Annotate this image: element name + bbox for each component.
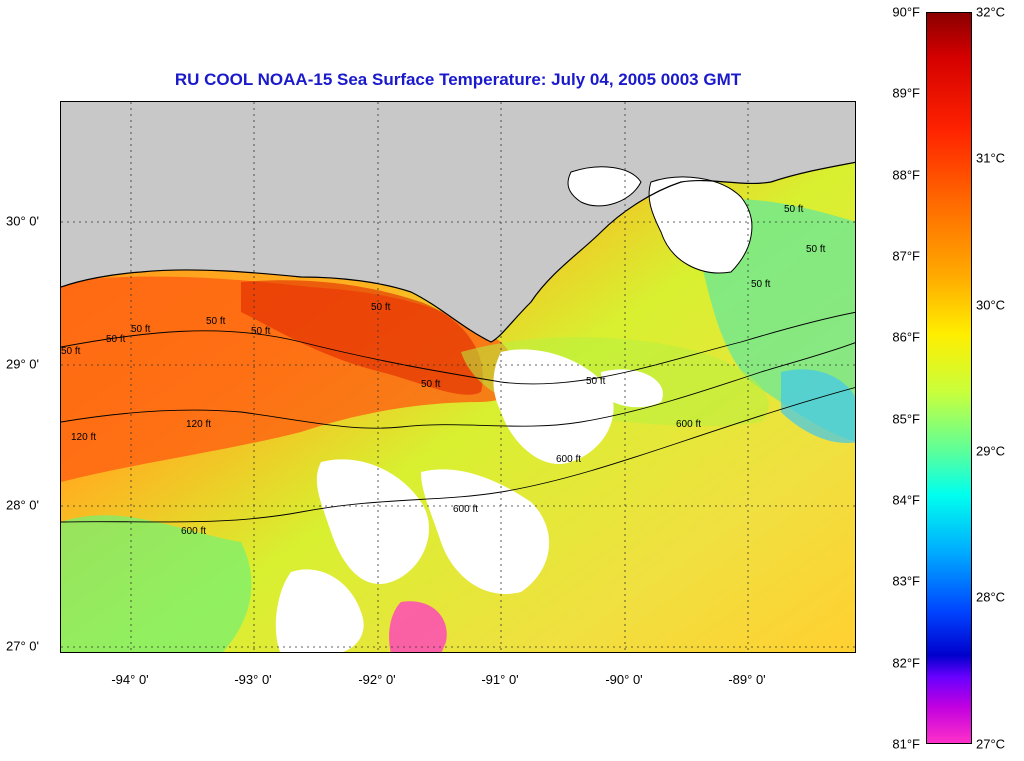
fahrenheit-label: 81°F [892,736,920,752]
fahrenheit-label: 90°F [892,4,920,20]
contour-line [61,387,855,523]
longitude-label: -93° 0' [234,672,272,687]
celsius-label: 31°C [976,150,1006,166]
contour-line [61,311,855,385]
cloud-cover [275,569,364,652]
longitude-label: -92° 0' [358,672,396,687]
fahrenheit-label: 84°F [892,492,920,508]
contour-label: 50 ft [586,376,606,387]
contour-label: 50 ft [106,334,126,345]
cold-cloud-edge [389,601,447,652]
sst-map-svg: 50 ft 50 ft 50 ft 50 ft 50 ft 50 ft 50 f… [61,102,855,652]
cloud-cover [493,349,614,464]
hot-water-region [241,280,483,395]
temperature-colorbar [926,12,972,744]
fahrenheit-label: 85°F [892,411,920,427]
graticule [61,102,855,652]
celsius-label: 28°C [976,589,1006,605]
longitude-label: -94° 0' [111,672,149,687]
contour-labels: 50 ft 50 ft 50 ft 50 ft 50 ft 50 ft 50 f… [61,204,826,537]
contour-label: 50 ft [131,324,151,335]
sst-map: 50 ft 50 ft 50 ft 50 ft 50 ft 50 ft 50 f… [60,101,856,653]
contour-line [61,342,855,429]
contour-label: 50 ft [806,244,826,255]
contour-label: 50 ft [371,302,391,313]
coastline [61,161,855,343]
celsius-label: 30°C [976,297,1006,313]
contour-label: 600 ft [556,454,581,465]
map-title: RU COOL NOAA-15 Sea Surface Temperature:… [174,70,742,89]
cloud-cover [601,369,663,408]
latitude-label: 29° 0' [6,356,39,372]
contour-label: 50 ft [751,279,771,290]
contour-label: 50 ft [784,204,804,215]
fahrenheit-label: 88°F [892,167,920,183]
delta-cloud [567,166,642,207]
cold-water-patch [781,369,855,443]
contour-label: 50 ft [421,379,441,390]
longitude-label: -91° 0' [481,672,519,687]
celsius-label: 32°C [976,4,1006,20]
contour-label: 120 ft [186,419,211,430]
latitude-label: 28° 0' [6,497,39,513]
celsius-label: 29°C [976,443,1006,459]
contour-label: 50 ft [206,316,226,327]
contour-label: 600 ft [676,419,701,430]
cool-water-region [61,515,252,652]
contour-label: 600 ft [453,504,478,515]
contour-label: 50 ft [251,326,271,337]
longitude-label: -90° 0' [605,672,643,687]
latitude-label: 30° 0' [6,213,39,229]
contour-label: 120 ft [71,432,96,443]
fahrenheit-label: 83°F [892,573,920,589]
contour-label: 600 ft [181,526,206,537]
contour-label: 50 ft [61,346,81,357]
fahrenheit-label: 89°F [892,85,920,101]
cloud-cover [316,459,430,584]
latitude-label: 27° 0' [6,638,39,654]
fahrenheit-label: 86°F [892,329,920,345]
longitude-label: -89° 0' [728,672,766,687]
celsius-label: 27°C [976,736,1006,752]
cloud-cover [421,469,550,594]
fahrenheit-label: 82°F [892,655,920,671]
fahrenheit-label: 87°F [892,248,920,264]
